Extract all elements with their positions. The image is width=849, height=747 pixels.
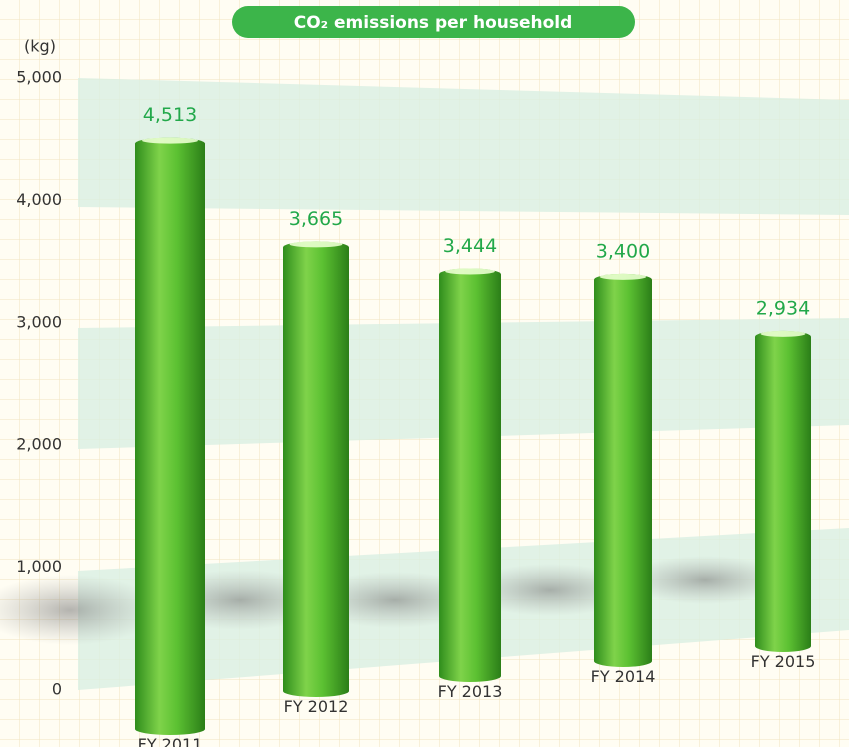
y-tick-label: 0 [52, 680, 62, 699]
y-axis-label: (kg) [24, 37, 56, 56]
x-tick-label: FY 2011 [138, 735, 203, 747]
title-pill [232, 6, 635, 38]
x-tick-label: FY 2014 [591, 667, 656, 686]
chart-title: CO₂ emissions per household [294, 13, 573, 33]
y-tick-label: 1,000 [16, 557, 62, 576]
y-tick-label: 5,000 [16, 68, 62, 87]
value-label: 3,400 [596, 240, 650, 262]
bar [439, 268, 501, 682]
y-tick-label: 4,000 [16, 190, 62, 209]
value-label: 3,665 [289, 208, 343, 230]
value-label: 3,444 [443, 235, 497, 257]
x-tick-label: FY 2015 [751, 652, 816, 671]
y-tick-label: 3,000 [16, 312, 62, 331]
bar [283, 241, 349, 698]
band [78, 78, 849, 215]
bar [755, 330, 811, 652]
bar [135, 137, 205, 736]
bar-highlight [289, 241, 343, 248]
bar [594, 273, 652, 667]
bar-highlight [760, 330, 806, 337]
bar-highlight [599, 273, 647, 280]
x-tick-label: FY 2012 [284, 697, 349, 716]
bar-highlight [445, 268, 495, 275]
y-tick-label: 2,000 [16, 435, 62, 454]
bar-highlight [142, 137, 198, 144]
value-label: 4,513 [143, 104, 197, 126]
value-label: 2,934 [756, 297, 810, 319]
x-tick-label: FY 2013 [438, 682, 503, 701]
